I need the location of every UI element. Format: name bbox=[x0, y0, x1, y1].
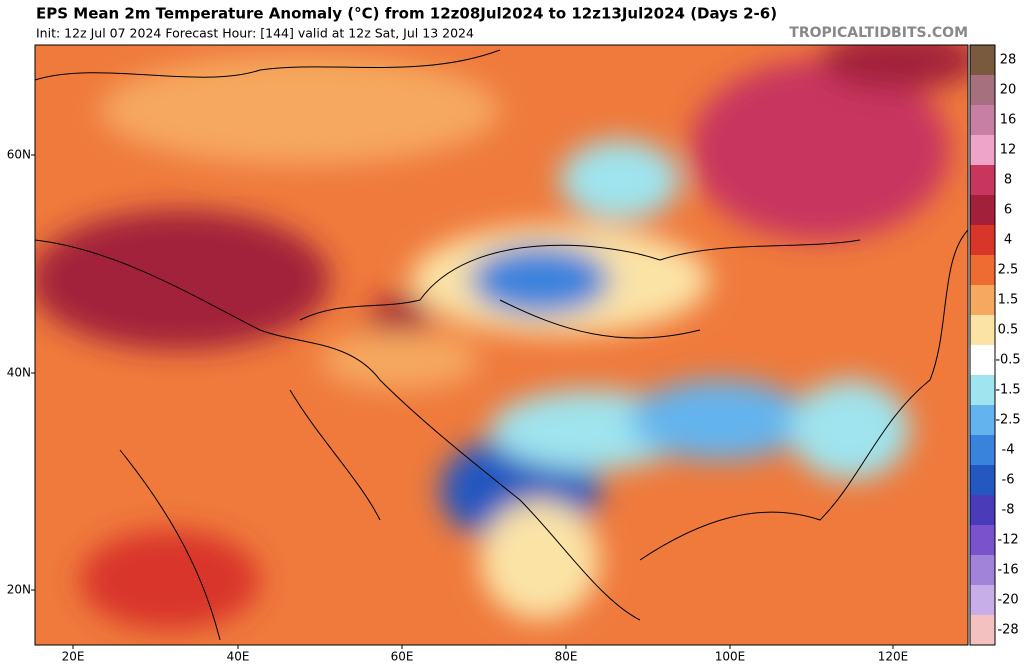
colorbar-label: 28 bbox=[1000, 53, 1017, 68]
colorbar-label: -2.5 bbox=[995, 413, 1020, 428]
colorbar-swatch bbox=[970, 105, 995, 136]
colorbar-label: 0.5 bbox=[998, 323, 1019, 338]
lon-label: 40E bbox=[227, 650, 250, 664]
lat-label: 20N bbox=[7, 583, 31, 597]
colorbar-swatch bbox=[970, 225, 995, 256]
lat-label: 40N bbox=[7, 366, 31, 380]
title: EPS Mean 2m Temperature Anomaly (°C) fro… bbox=[36, 5, 777, 23]
map-frame bbox=[34, 44, 969, 646]
colorbar-swatch bbox=[970, 45, 995, 76]
colorbar-swatch bbox=[970, 525, 995, 556]
colorbar-label: 8 bbox=[1004, 173, 1012, 188]
watermark: TROPICALTIDBITS.COM bbox=[789, 25, 968, 41]
colorbar-swatch bbox=[970, 135, 995, 166]
lon-label: 20E bbox=[62, 650, 85, 664]
colorbar-label: 12 bbox=[1000, 143, 1017, 158]
colorbar-swatch bbox=[970, 195, 995, 226]
colorbar-label: 2.5 bbox=[998, 263, 1019, 278]
colorbar-swatch bbox=[970, 615, 995, 646]
lon-label: 100E bbox=[715, 650, 746, 664]
colorbar-swatch bbox=[970, 345, 995, 376]
colorbar-swatch bbox=[970, 75, 995, 106]
colorbar-swatch bbox=[970, 435, 995, 466]
lon-label: 120E bbox=[878, 650, 909, 664]
colorbar-label: -8 bbox=[1002, 503, 1015, 518]
colorbar-label: -20 bbox=[997, 593, 1018, 608]
lon-label: 80E bbox=[555, 650, 578, 664]
colorbar-frame bbox=[969, 44, 996, 646]
lat-label: 60N bbox=[7, 148, 31, 162]
colorbar-swatch bbox=[970, 375, 995, 406]
colorbar-label: -28 bbox=[997, 623, 1018, 638]
coastlines bbox=[35, 49, 968, 641]
colorbar-swatch bbox=[970, 495, 995, 526]
colorbar-label: 16 bbox=[1000, 113, 1017, 128]
colorbar-swatch bbox=[970, 315, 995, 346]
colorbar-label: 4 bbox=[1004, 233, 1012, 248]
colorbar-label: -0.5 bbox=[995, 353, 1020, 368]
colorbar-label: 1.5 bbox=[998, 293, 1019, 308]
anomaly-field bbox=[35, 45, 968, 645]
colorbar-label: 20 bbox=[1000, 83, 1017, 98]
lon-label: 60E bbox=[391, 650, 414, 664]
colorbar-swatch bbox=[970, 255, 995, 286]
colorbar-label: -4 bbox=[1002, 443, 1015, 458]
subtitle: Init: 12z Jul 07 2024 Forecast Hour: [14… bbox=[36, 26, 474, 41]
colorbar-label: -1.5 bbox=[995, 383, 1020, 398]
colorbar-label: -12 bbox=[997, 533, 1018, 548]
colorbar-label: -16 bbox=[997, 563, 1018, 578]
colorbar-swatch bbox=[970, 555, 995, 586]
colorbar-label: 6 bbox=[1004, 203, 1012, 218]
colorbar-label: -6 bbox=[1002, 473, 1015, 488]
colorbar-swatch bbox=[970, 165, 995, 196]
colorbar-swatch bbox=[970, 585, 995, 616]
colorbar-swatch bbox=[970, 285, 995, 316]
colorbar-swatch bbox=[970, 405, 995, 436]
colorbar-swatch bbox=[970, 465, 995, 496]
